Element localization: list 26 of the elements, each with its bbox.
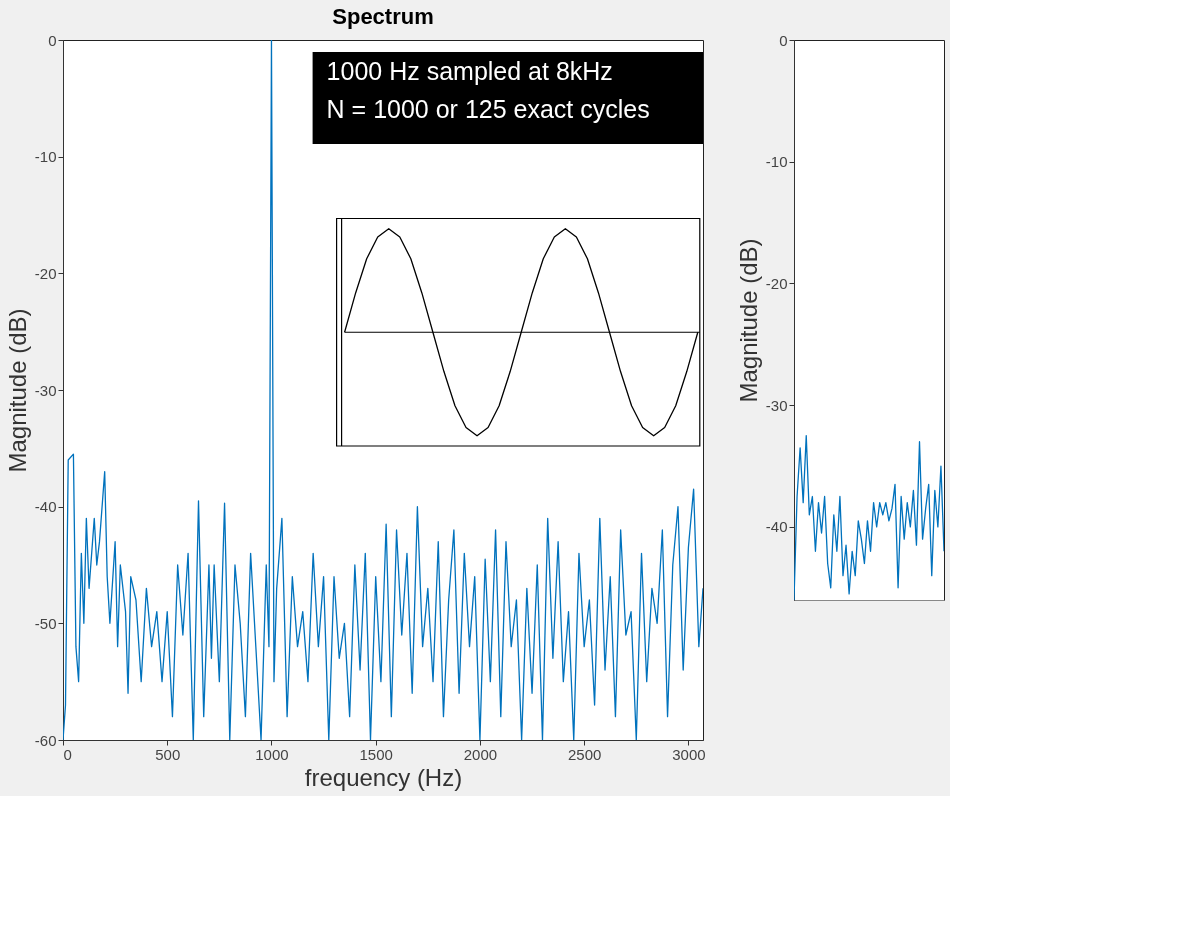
- chart-title: Spectrum: [332, 4, 434, 29]
- x-axis-title: frequency (Hz): [304, 763, 463, 791]
- y-axis-title: Magnitude (dB): [734, 238, 762, 403]
- x-tick-label: 1500: [359, 745, 393, 763]
- y-tick-label: -30: [34, 381, 57, 399]
- annotation: 1000 Hz sampled at 8kHz: [326, 57, 613, 85]
- x-tick-label: 2500: [567, 745, 602, 763]
- y-tick-label: -20: [765, 274, 788, 292]
- y-tick-label: -40: [34, 498, 57, 516]
- y-tick-label: -20: [34, 264, 57, 282]
- line-series: [794, 435, 944, 600]
- x-tick-label: 2000: [463, 745, 498, 763]
- y-tick-label: 0: [48, 31, 57, 49]
- annotation: N = 1000 or 125 exact cycles: [326, 95, 650, 123]
- y-tick-label: -30: [765, 396, 788, 414]
- y-tick-label: -40: [765, 518, 788, 536]
- y-tick-label: -10: [765, 153, 788, 171]
- y-tick-label: -60: [34, 731, 57, 749]
- x-tick-label: 0: [63, 745, 72, 763]
- x-tick-label: 500: [155, 745, 181, 763]
- y-tick-label: 0: [779, 31, 788, 49]
- y-tick-label: -10: [34, 148, 57, 166]
- y-tick-label: -50: [34, 614, 57, 632]
- x-tick-label: 1000: [255, 745, 289, 763]
- y-axis-title: Magnitude (dB): [3, 308, 31, 473]
- x-tick-label: 3000: [672, 745, 706, 763]
